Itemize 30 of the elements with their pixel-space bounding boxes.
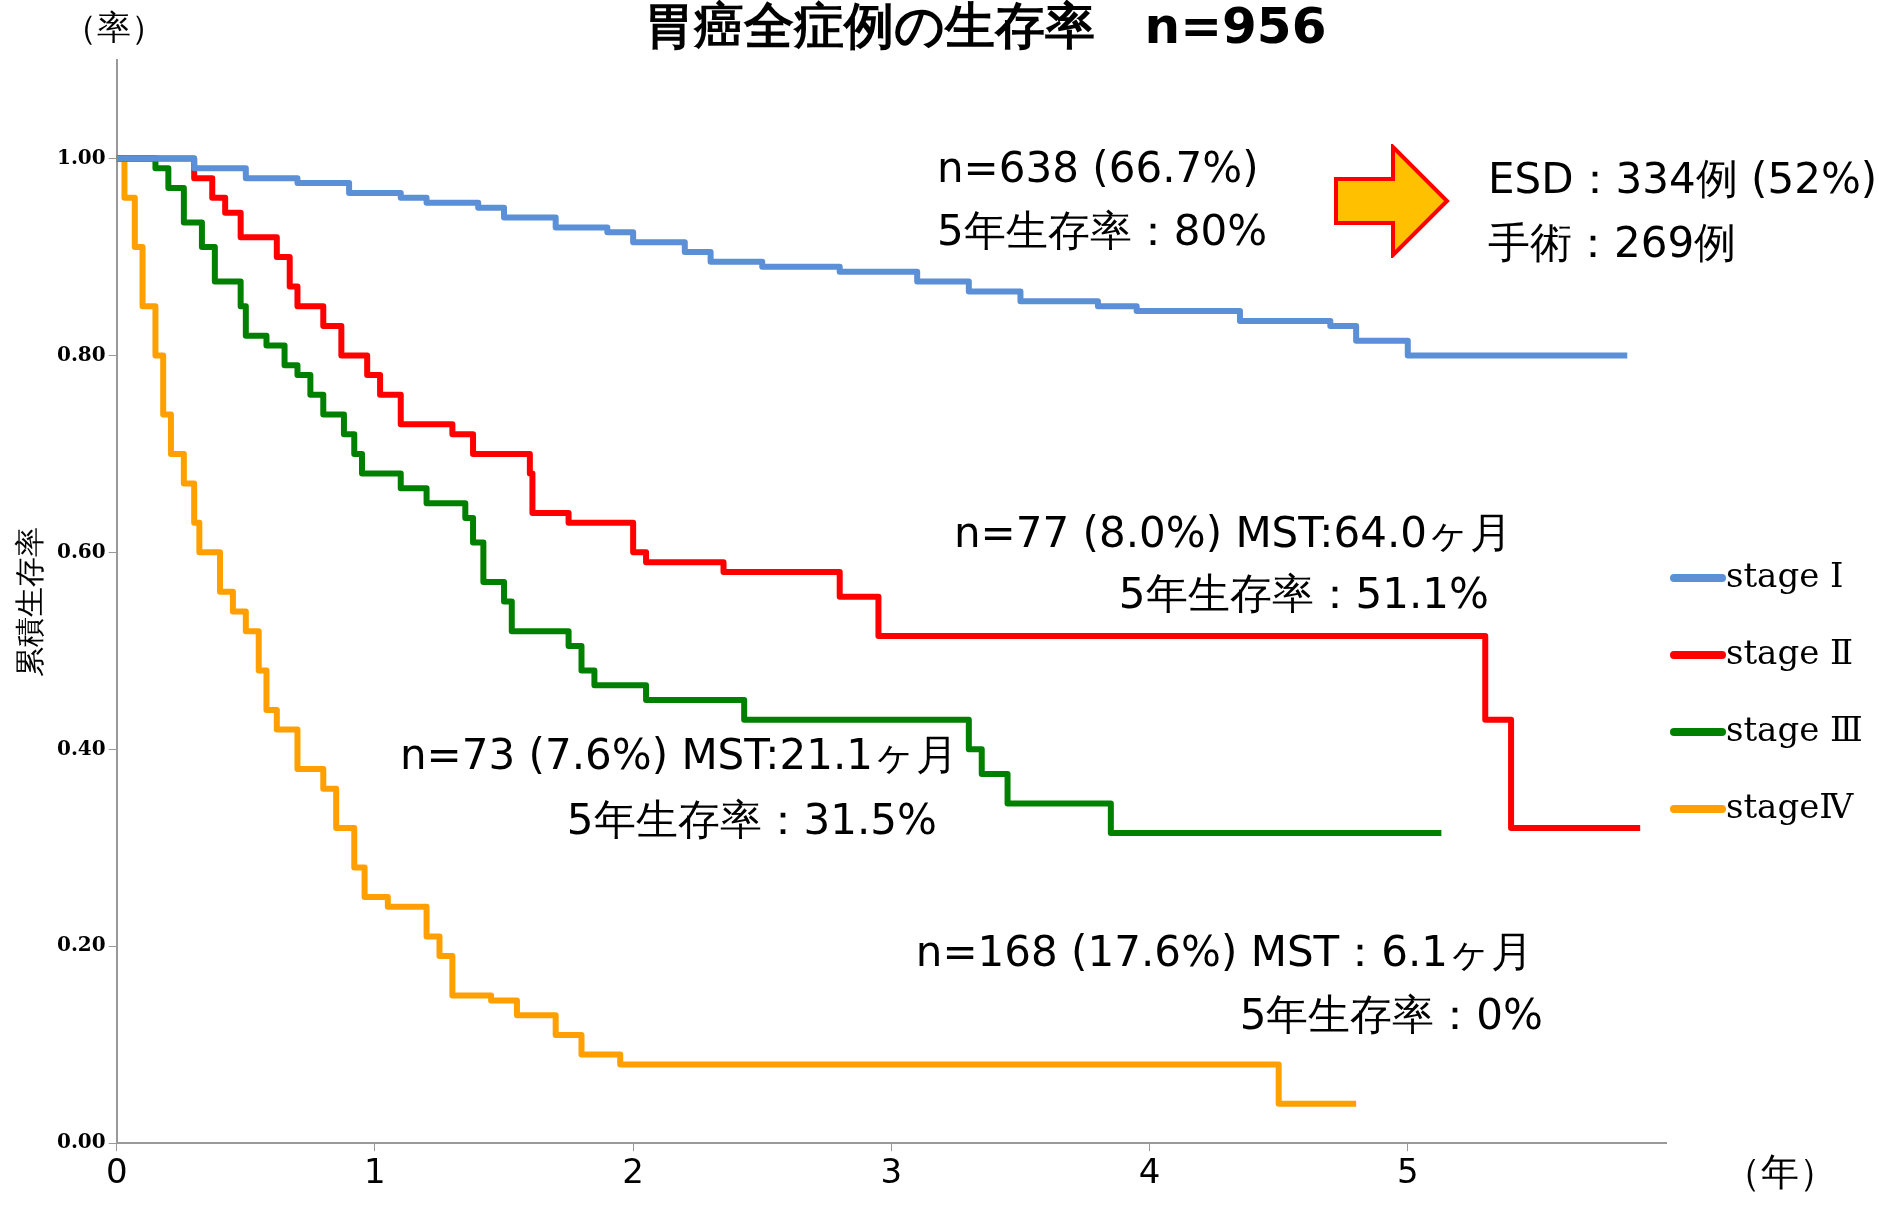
y-tick-label: 0.60 — [56, 538, 106, 563]
annotation: ESD：334例 (52%) — [1488, 153, 1878, 203]
annotation: n=168 (17.6%) MST：6.1ヶ月 — [915, 926, 1533, 976]
x-tick-label: 0 — [105, 1151, 128, 1192]
x-tick-label: 2 — [622, 1151, 644, 1192]
annotation: 5年生存率：0% — [1239, 989, 1543, 1039]
annotation: 5年生存率：31.5% — [566, 794, 937, 844]
legend-label: stage Ⅱ — [1726, 631, 1854, 672]
x-tick-label: 5 — [1396, 1151, 1419, 1192]
y-tick-label: 0.20 — [56, 932, 106, 957]
legend-label: stageⅣ — [1726, 785, 1855, 826]
y-tick-label: 1.00 — [56, 144, 106, 169]
y-tick-label: 0.00 — [56, 1129, 106, 1154]
annotation: 5年生存率：80% — [937, 205, 1268, 255]
annotation: 5年生存率：51.1% — [1118, 568, 1489, 618]
x-tick-label: 3 — [880, 1151, 903, 1192]
legend-label: stage Ⅲ — [1726, 708, 1863, 749]
x-tick-label: 1 — [364, 1151, 386, 1192]
x-axis-title: （年） — [1723, 1149, 1837, 1194]
annotation: n=77 (8.0%) MST:64.0ヶ月 — [953, 507, 1512, 557]
y-axis-title: 累積生存率 — [11, 526, 47, 677]
annotation: n=73 (7.6%) MST:21.1ヶ月 — [399, 729, 958, 779]
legend-label: stage Ⅰ — [1726, 554, 1844, 595]
y-tick-label: 0.40 — [56, 735, 106, 760]
chart-title: 胃癌全症例の生存率 n=956 — [643, 0, 1327, 55]
y-tick-label: 0.80 — [56, 341, 106, 366]
annotation: 手術：269例 — [1488, 217, 1737, 267]
x-tick-label: 4 — [1138, 1151, 1161, 1192]
text: （率） — [63, 6, 165, 47]
annotation: n=638 (66.7%) — [937, 142, 1259, 192]
